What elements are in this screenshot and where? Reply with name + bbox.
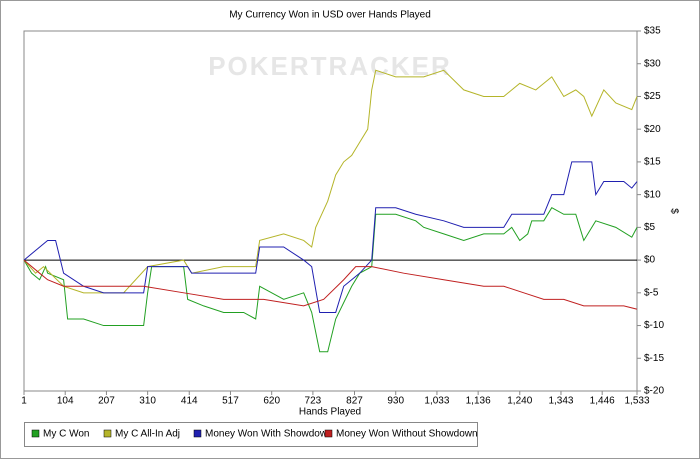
legend-label: My C All-In Adj <box>115 429 180 440</box>
y-tick-label: $35 <box>644 26 661 37</box>
x-tick-label: 723 <box>305 396 322 407</box>
y-tick-label: $-15 <box>644 353 664 364</box>
y-tick-label: $15 <box>644 157 661 168</box>
legend-label: My C Won <box>43 429 90 440</box>
legend-swatch <box>193 429 202 438</box>
x-tick-label: 1,033 <box>424 396 449 407</box>
y-tick-label: $10 <box>644 189 661 200</box>
y-tick-label: $20 <box>644 124 661 135</box>
legend-label: Money Won Without Showdown <box>336 429 478 440</box>
x-tick-label: 207 <box>98 396 115 407</box>
x-tick-label: 1 <box>21 396 27 407</box>
legend-swatch <box>324 429 333 438</box>
y-tick-label: $-20 <box>644 386 664 397</box>
x-tick-label: 1,136 <box>466 396 491 407</box>
y-tick-label: $30 <box>644 58 661 69</box>
y-tick-label: $-10 <box>644 320 664 331</box>
y-tick-label: $25 <box>644 91 661 102</box>
chart-title: My Currency Won in USD over Hands Played <box>229 10 431 21</box>
x-tick-label: 1,533 <box>624 396 649 407</box>
y-axis-label: $ <box>668 208 679 214</box>
plot-area <box>23 30 638 392</box>
x-tick-label: 517 <box>222 396 239 407</box>
x-tick-label: 1,343 <box>548 396 573 407</box>
x-tick-label: 310 <box>139 396 156 407</box>
watermark: POKERTRACKER <box>208 51 452 81</box>
x-tick-label: 930 <box>387 396 404 407</box>
legend-swatch <box>31 429 40 438</box>
series-line <box>23 259 638 310</box>
x-tick-label: 1,240 <box>507 396 532 407</box>
x-axis-label: Hands Played <box>299 407 361 418</box>
y-tick-label: $5 <box>644 222 656 233</box>
x-tick-label: 1,446 <box>590 396 615 407</box>
x-tick-label: 104 <box>57 396 74 407</box>
legend <box>24 422 478 447</box>
y-tick-label: $-5 <box>644 287 659 298</box>
series-line <box>23 161 638 313</box>
x-tick-label: 827 <box>346 396 363 407</box>
x-tick-label: 620 <box>263 396 280 407</box>
y-tick-label: $0 <box>644 255 656 266</box>
series-line <box>23 207 638 353</box>
legend-label: Money Won With Showdown <box>205 429 333 440</box>
legend-swatch <box>103 429 112 438</box>
series-line <box>23 69 638 294</box>
x-tick-label: 414 <box>181 396 198 407</box>
